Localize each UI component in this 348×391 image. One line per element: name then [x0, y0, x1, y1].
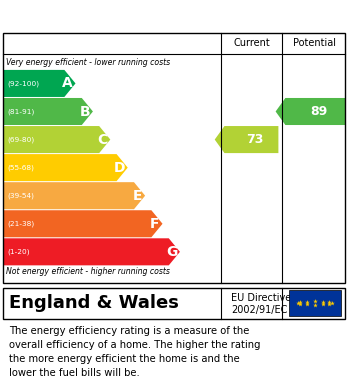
Polygon shape — [3, 182, 145, 209]
Text: EU Directive: EU Directive — [231, 293, 292, 303]
Text: B: B — [80, 104, 90, 118]
Text: (92-100): (92-100) — [7, 80, 39, 87]
Text: A: A — [62, 76, 73, 90]
Text: 89: 89 — [310, 105, 327, 118]
Polygon shape — [276, 98, 345, 125]
Text: G: G — [166, 245, 178, 259]
Text: England & Wales: England & Wales — [9, 294, 179, 312]
Polygon shape — [3, 126, 110, 153]
Text: 2002/91/EC: 2002/91/EC — [231, 305, 288, 315]
Polygon shape — [3, 98, 93, 125]
Text: Current: Current — [233, 38, 270, 48]
Text: (39-54): (39-54) — [7, 192, 34, 199]
Text: F: F — [150, 217, 159, 231]
Text: Potential: Potential — [293, 38, 337, 48]
Polygon shape — [3, 70, 76, 97]
Text: D: D — [114, 161, 126, 175]
Text: Very energy efficient - lower running costs: Very energy efficient - lower running co… — [6, 58, 171, 67]
Polygon shape — [3, 238, 180, 265]
Text: (21-38): (21-38) — [7, 221, 34, 227]
Polygon shape — [215, 126, 278, 153]
Polygon shape — [3, 210, 163, 237]
Text: Not energy efficient - higher running costs: Not energy efficient - higher running co… — [6, 267, 170, 276]
Text: Energy Efficiency Rating: Energy Efficiency Rating — [9, 9, 219, 24]
Text: (55-68): (55-68) — [7, 164, 34, 171]
Bar — [3, 287, 345, 319]
Text: The energy efficiency rating is a measure of the
overall efficiency of a home. T: The energy efficiency rating is a measur… — [9, 326, 260, 378]
Text: (81-91): (81-91) — [7, 108, 34, 115]
Text: (1-20): (1-20) — [7, 249, 30, 255]
Polygon shape — [3, 154, 128, 181]
Text: C: C — [97, 133, 108, 147]
Text: (69-80): (69-80) — [7, 136, 34, 143]
Text: 73: 73 — [246, 133, 263, 146]
Bar — [289, 290, 341, 316]
Text: E: E — [133, 189, 142, 203]
